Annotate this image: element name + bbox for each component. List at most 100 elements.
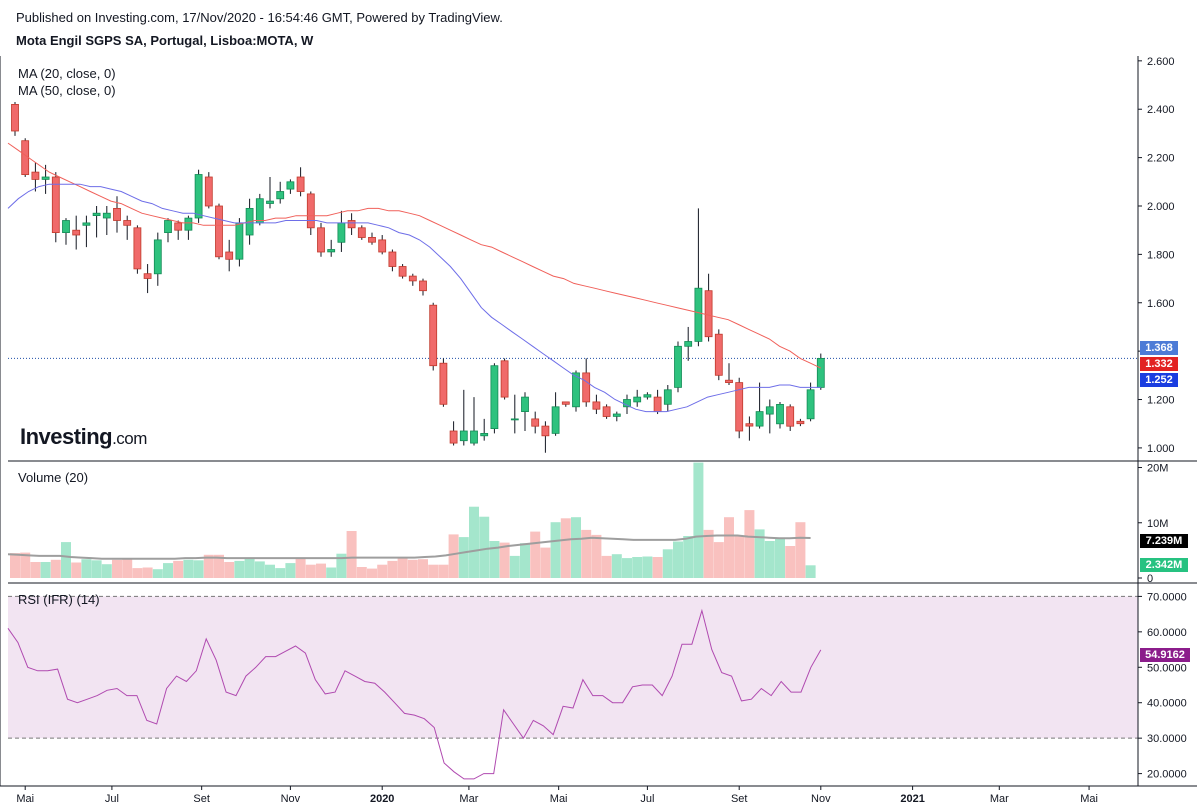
volume-bar (724, 517, 734, 578)
time-tick-label: Jul (105, 793, 119, 805)
candle (612, 411, 621, 422)
candle-body-down (725, 379, 733, 384)
candle-body-up (694, 287, 703, 342)
candle-body-up (266, 200, 274, 204)
volume-bar (40, 562, 51, 578)
candle-body-up (62, 220, 70, 234)
candle-body-down (602, 406, 611, 417)
candle-body-down (449, 430, 458, 444)
volume-bar (214, 554, 224, 578)
candle-body-down (439, 362, 448, 405)
rsi-legend[interactable]: RSI (IFR) (14) (18, 592, 100, 607)
ma50-legend[interactable]: MA (50, close, 0) (18, 83, 116, 98)
volume-bar (632, 557, 643, 578)
candle (480, 418, 489, 441)
volume-pane: 20M 10M 0 (7, 463, 1168, 585)
candle (439, 358, 448, 407)
candle (551, 392, 560, 436)
rsi-tick-label: 20.0000 (1147, 769, 1187, 781)
volume-bar (764, 541, 775, 578)
volume-bar (326, 567, 337, 578)
volume-bar (193, 560, 204, 578)
candle (755, 382, 764, 429)
candle (786, 404, 795, 431)
time-tick-label: Set (193, 793, 210, 805)
ma50-value-tag: 1.332 (1140, 357, 1178, 371)
volume-bar (142, 567, 153, 578)
volume-bar (224, 562, 235, 578)
candle (582, 358, 591, 407)
candle (521, 392, 529, 431)
time-tick-label: Nov (811, 793, 831, 805)
rsi-tick-label: 30.0000 (1147, 733, 1187, 745)
volume-bar (713, 542, 724, 578)
volume-bar (30, 562, 41, 578)
volume-bar (673, 541, 683, 578)
time-tick-label: Jul (640, 793, 654, 805)
volume-bar (622, 558, 632, 578)
candle-body-down (123, 220, 132, 226)
candle (286, 179, 295, 194)
volume-bar (377, 564, 388, 578)
price-tick-label: 1.000 (1147, 443, 1175, 455)
candle (368, 232, 376, 245)
volume-bar (499, 542, 510, 578)
candle (276, 181, 285, 204)
candle-body-down (541, 425, 550, 437)
candle (266, 176, 274, 209)
candle (735, 377, 744, 439)
volume-bar (479, 516, 490, 578)
candle-body-up (612, 413, 621, 417)
candle-body-down (786, 406, 795, 427)
candle (21, 138, 30, 177)
volume-bar (581, 529, 592, 578)
candle-body-up (480, 432, 489, 437)
candle-body-up (510, 418, 519, 421)
candle-body-up (82, 222, 91, 226)
volume-bar (448, 534, 459, 578)
volume-bar (520, 543, 530, 578)
logo-suffix: .com (112, 429, 147, 448)
candle (806, 382, 815, 422)
volume-bar (744, 510, 755, 578)
candle (215, 203, 223, 260)
volume-bar (367, 568, 377, 578)
candle (123, 215, 132, 240)
candle (225, 239, 234, 272)
candle-body-up (806, 389, 815, 420)
volume-bar (703, 529, 714, 578)
candle-body-up (776, 403, 784, 425)
volume-bar (152, 569, 163, 578)
volume-bar (805, 565, 816, 578)
candle-body-up (663, 389, 672, 405)
candle-body-up (765, 406, 774, 415)
volume-bar (418, 559, 428, 578)
price-tick-label: 1.800 (1147, 249, 1175, 261)
candle (306, 191, 315, 236)
candle (663, 385, 672, 412)
price-pane: 2.6002.4002.2002.0001.8001.6001.4001.200… (7, 56, 1175, 455)
candle-body-up (470, 430, 478, 444)
candle (561, 401, 570, 407)
volume-ma-line (7, 534, 811, 560)
candle (164, 218, 172, 243)
volume-bar (91, 560, 102, 578)
candle (31, 162, 40, 192)
candle-body-down (174, 222, 183, 231)
volume-legend[interactable]: Volume (20) (18, 470, 89, 485)
candle-body-up (235, 222, 244, 260)
rsi-pane: 70.0000 60.0000 50.0000 40.0000 30.0000 20.00… (7, 591, 1187, 781)
candle (92, 205, 101, 238)
candle-body-down (11, 104, 19, 132)
time-axis: Mai Jul Set Nov 2020 Mar Mai Jul Set Nov 2021 Mar Ma… (16, 786, 1098, 805)
ma20-legend[interactable]: MA (20, close, 0) (18, 66, 116, 81)
price-tick-label: 2.400 (1147, 104, 1175, 116)
candle-body-down (31, 171, 40, 180)
candle (235, 218, 244, 267)
candle (816, 353, 825, 390)
candle-body-down (419, 280, 427, 292)
ma20-line (7, 183, 821, 413)
volume-bar (662, 549, 673, 578)
candle-body-up (286, 181, 295, 190)
